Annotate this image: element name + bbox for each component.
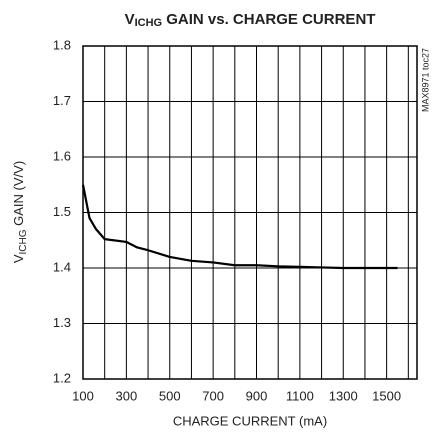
ylabel-part: GAIN (V/V)	[11, 161, 26, 230]
x-tick-label: 900	[246, 388, 268, 403]
x-tick-label: 700	[202, 388, 224, 403]
x-tick-label: 300	[116, 388, 138, 403]
side-note: MAX8971 toc27	[420, 48, 430, 112]
y-tick-label: 1.3	[53, 315, 71, 330]
plot-frame	[82, 45, 418, 380]
title-part: GAIN vs. CHARGE CURRENT	[162, 11, 375, 28]
y-tick-label: 1.5	[53, 204, 71, 219]
y-axis-label: VICHG GAIN (V/V)	[11, 161, 28, 263]
y-tick-label: 1.2	[53, 370, 71, 385]
data-line	[81, 184, 398, 270]
ylabel-subscript: ICHG	[18, 229, 29, 254]
y-tick-label: 1.7	[53, 93, 71, 108]
x-tick-label: 1500	[372, 388, 401, 403]
chart-title: VICHG GAIN vs. CHARGE CURRENT	[125, 11, 376, 29]
title-subscript: ICHG	[135, 17, 163, 29]
ylabel-part: V	[11, 254, 26, 263]
title-part: V	[125, 11, 135, 28]
y-tick-label: 1.8	[53, 37, 71, 52]
x-tick-label: 100	[72, 388, 94, 403]
x-axis-label: CHARGE CURRENT (mA)	[173, 413, 327, 428]
x-tick-label: 1100	[286, 388, 314, 403]
x-tick-label: 1300	[329, 388, 358, 403]
y-tick-label: 1.6	[53, 148, 71, 163]
y-tick-label: 1.4	[53, 259, 71, 274]
x-tick-label: 500	[159, 388, 181, 403]
